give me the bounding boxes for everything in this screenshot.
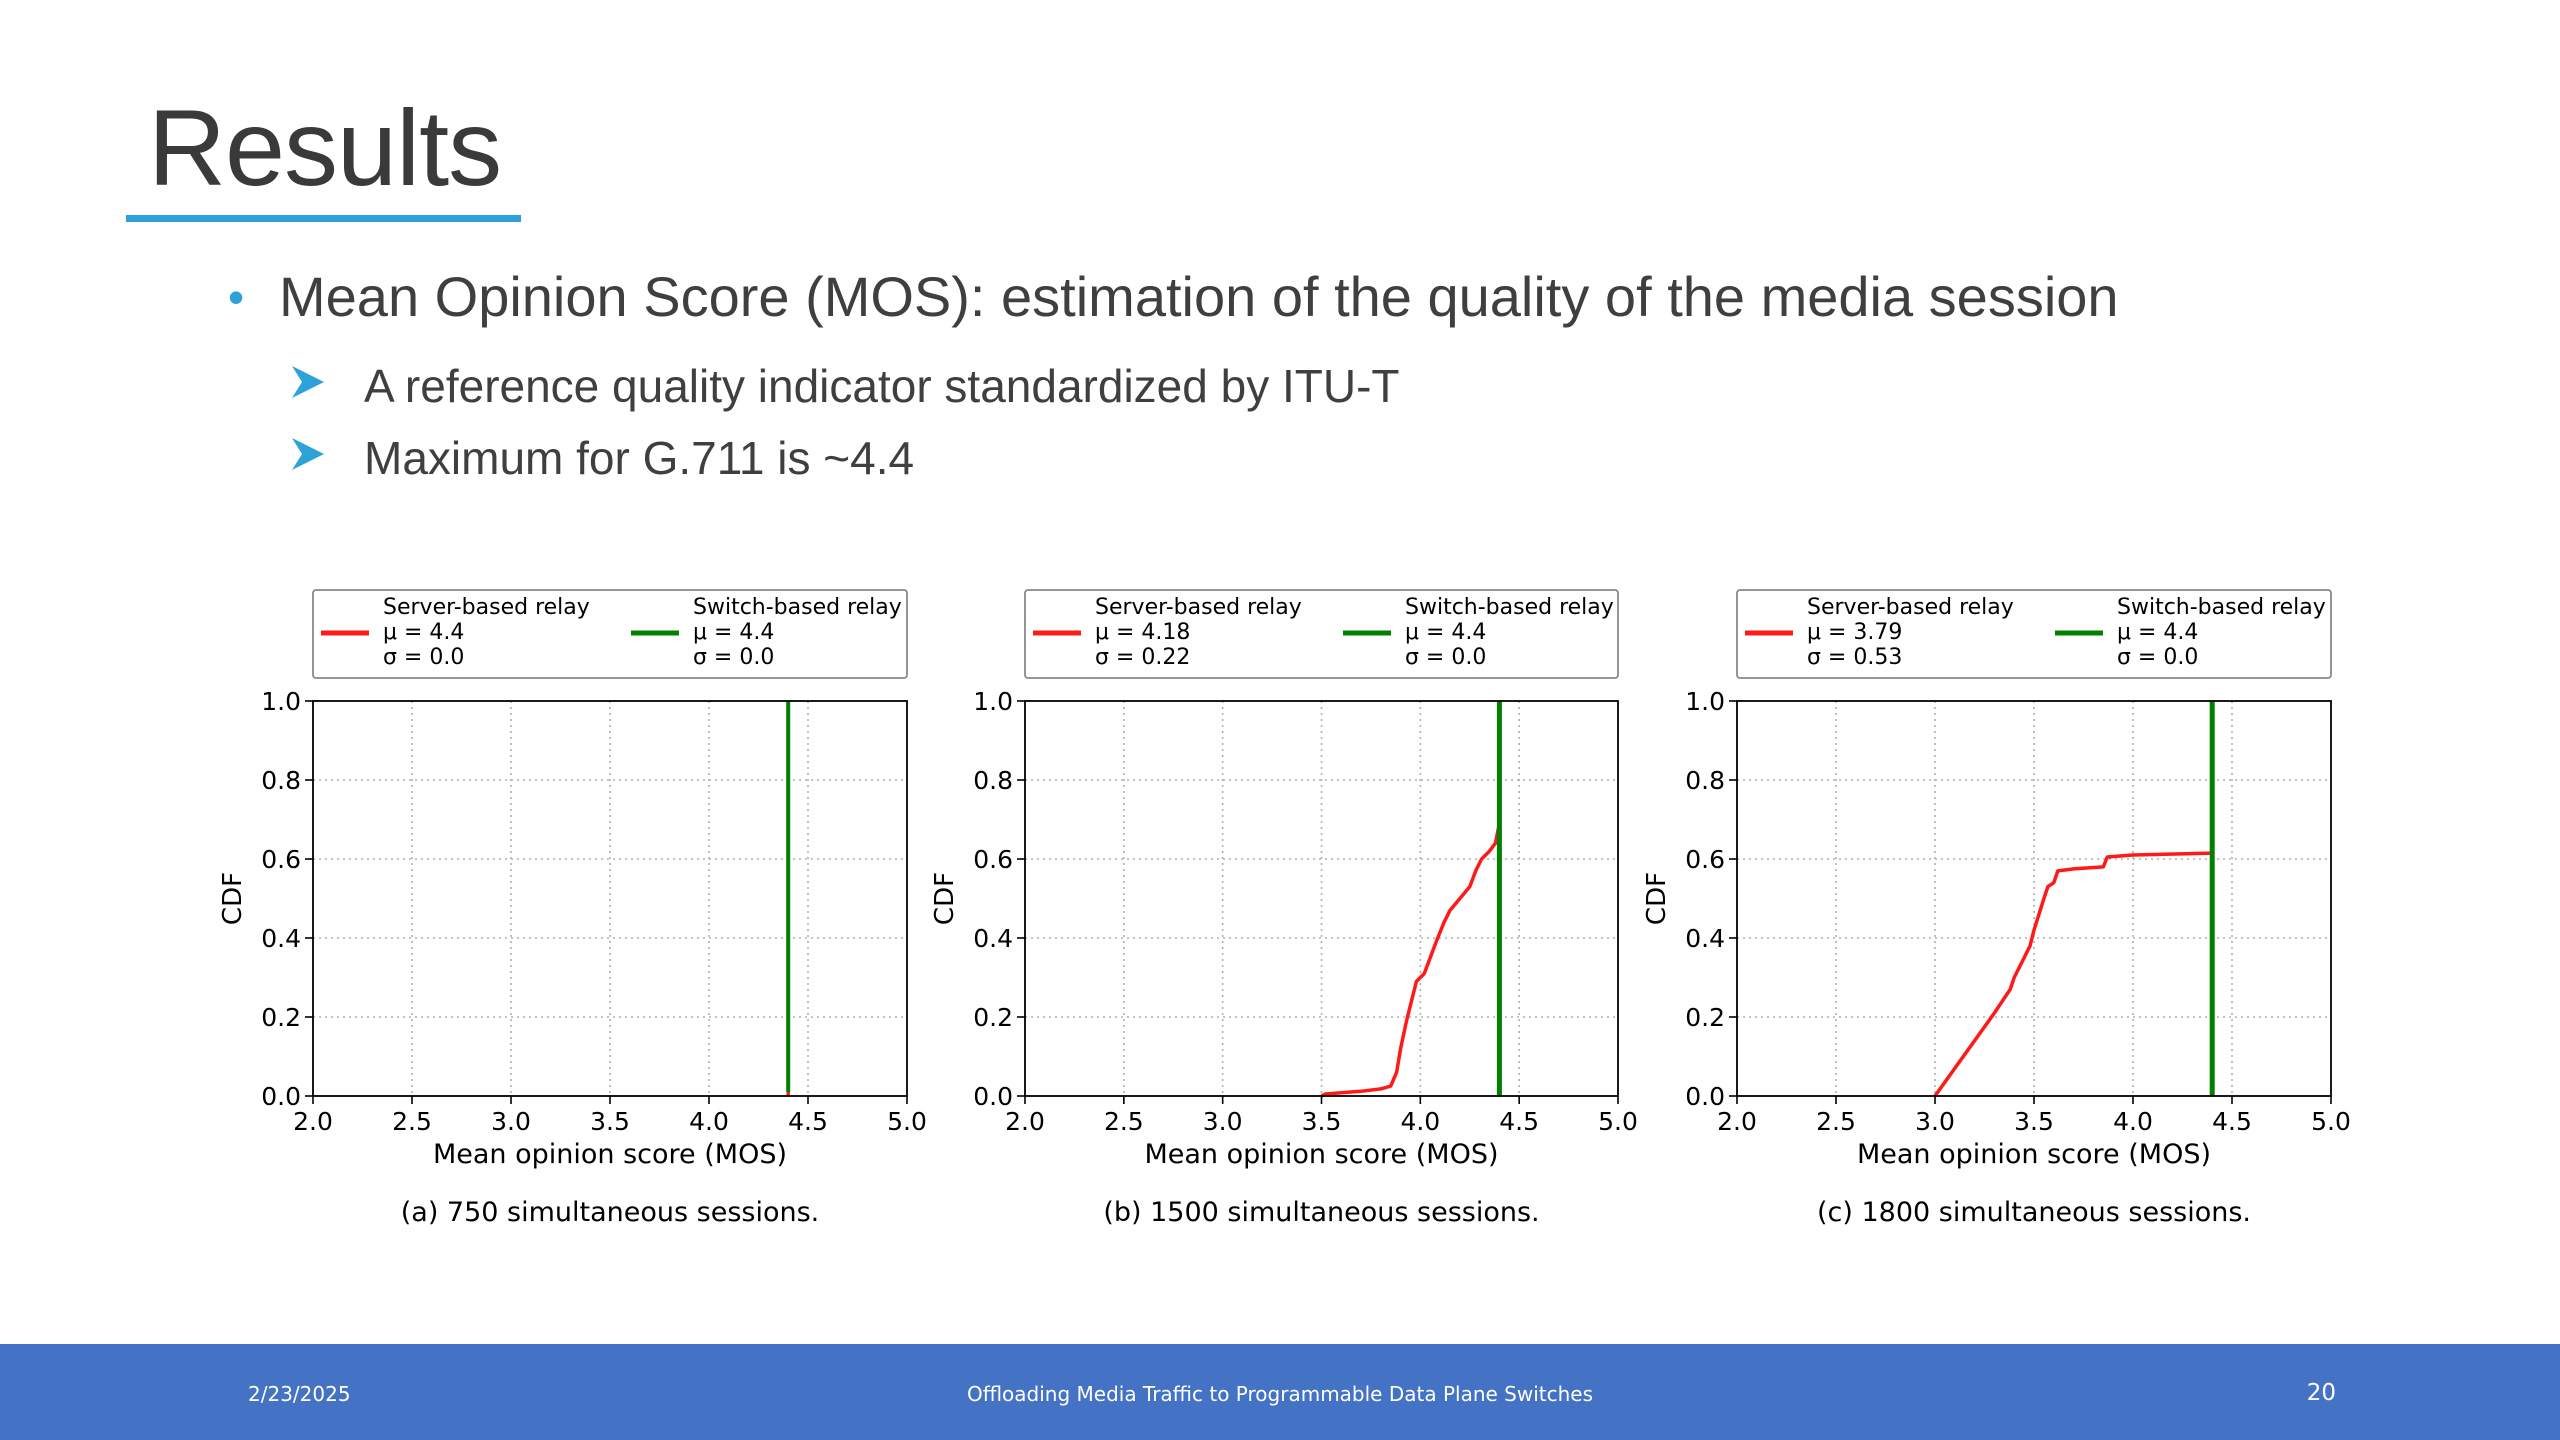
legend-mu: μ = 4.4 [1405,620,1486,645]
y-tick-label: 0.0 [1685,1082,1725,1111]
x-axis-label: Mean opinion score (MOS) [433,1139,787,1170]
sub-bullet-text: A reference quality indicator standardiz… [364,360,1400,412]
legend-series-name: Switch-based relay [1405,595,1614,620]
x-tick-label: 4.5 [788,1107,828,1136]
y-tick-label: 1.0 [261,687,301,716]
legend-sigma: σ = 0.53 [1807,645,1902,670]
arrow-bullet-icon [292,438,324,470]
series-line-server [1933,851,2213,1098]
y-axis-label: CDF [1642,872,1672,925]
y-tick-label: 1.0 [973,687,1013,716]
x-axis-label: Mean opinion score (MOS) [1144,1139,1498,1170]
x-tick-label: 2.0 [1005,1107,1045,1136]
legend-series-name: Switch-based relay [693,595,902,620]
x-tick-label: 5.0 [1598,1107,1638,1136]
legend-series-name: Server-based relay [1095,595,1302,620]
chart-panel-2: 2.0 2.5 3.0 3.5 4.0 4.5 5.0 0.0 0.2 0.4 0.6 0.8 1.0 M… [930,589,1638,1228]
series-line-server [1320,823,1502,1098]
legend-mu: μ = 4.4 [383,620,464,645]
legend-series-name: Server-based relay [383,595,590,620]
legend-mu: μ = 4.4 [693,620,774,645]
x-tick-label: 2.5 [1104,1107,1144,1136]
legend-mu: μ = 4.4 [2117,620,2198,645]
y-tick-label: 0.6 [1685,845,1725,874]
y-axis-label: CDF [218,872,248,925]
y-tick-label: 0.2 [261,1003,301,1032]
y-axis-label: CDF [930,872,960,925]
legend-sigma: σ = 0.0 [1405,645,1486,670]
x-tick-label: 2.0 [293,1107,333,1136]
legend-sigma: σ = 0.22 [1095,645,1190,670]
slide-title: Results [148,87,502,208]
legend-box [1024,589,1619,679]
bullet-dot-icon: • [228,271,245,323]
legend-series-name: Server-based relay [1807,595,2014,620]
y-tick-label: 0.4 [261,924,301,953]
x-tick-label: 3.0 [1203,1107,1243,1136]
chart-panel-1: 2.0 2.5 3.0 3.5 4.0 4.5 5.0 0.0 0.2 0.4 0.6 0.8 1.0 M… [218,589,927,1228]
chart-caption: (a) 750 simultaneous sessions. [401,1197,820,1228]
y-tick-label: 0.8 [973,766,1013,795]
y-tick-label: 0.6 [261,845,301,874]
x-tick-label: 2.5 [392,1107,432,1136]
legend-mu: μ = 4.18 [1095,620,1190,645]
x-tick-label: 5.0 [2311,1107,2351,1136]
chart-caption: (c) 1800 simultaneous sessions. [1817,1197,2251,1228]
y-tick-label: 0.8 [261,766,301,795]
legend-mu: μ = 3.79 [1807,620,1902,645]
footer-title: Offloading Media Traffic to Programmable… [966,1382,1594,1406]
y-tick-label: 0.4 [1685,924,1725,953]
x-tick-label: 4.0 [689,1107,729,1136]
title-underline [126,215,521,222]
legend-box [1736,589,2332,679]
legend-box [312,589,908,679]
main-bullet-text: Mean Opinion Score (MOS): estimation of … [279,265,2119,328]
y-tick-label: 0.6 [973,845,1013,874]
chart-caption: (b) 1500 simultaneous sessions. [1103,1197,1539,1228]
legend-sigma: σ = 0.0 [383,645,464,670]
legend-sigma: σ = 0.0 [2117,645,2198,670]
x-tick-label: 2.0 [1717,1107,1757,1136]
x-tick-label: 3.5 [1302,1107,1342,1136]
y-tick-label: 0.0 [261,1082,301,1111]
arrow-bullet-icon [292,366,324,398]
plot-frame [1736,700,2332,1097]
x-tick-label: 5.0 [887,1107,927,1136]
x-tick-label: 3.0 [491,1107,531,1136]
y-tick-label: 0.2 [1685,1003,1725,1032]
plot-frame [312,700,908,1097]
y-tick-label: 0.0 [973,1082,1013,1111]
footer-bar: 2/23/2025 Offloading Media Traffic to Pr… [0,1344,2560,1440]
x-tick-label: 3.5 [2014,1107,2054,1136]
plot-frame [1024,700,1619,1097]
x-tick-label: 4.0 [2113,1107,2153,1136]
x-tick-label: 4.0 [1400,1107,1440,1136]
x-tick-label: 2.5 [1816,1107,1856,1136]
x-tick-label: 4.5 [1499,1107,1539,1136]
x-tick-label: 3.5 [590,1107,630,1136]
y-tick-label: 0.8 [1685,766,1725,795]
x-axis-label: Mean opinion score (MOS) [1857,1139,2211,1170]
x-tick-label: 3.0 [1915,1107,1955,1136]
chart-panel-3: 2.0 2.5 3.0 3.5 4.0 4.5 5.0 0.0 0.2 0.4 0.6 0.8 1.0 M… [1642,589,2351,1228]
y-tick-label: 1.0 [1685,687,1725,716]
legend-sigma: σ = 0.0 [693,645,774,670]
footer-date: 2/23/2025 [248,1382,351,1406]
sub-bullet-text: Maximum for G.711 is ~4.4 [364,432,915,484]
y-tick-label: 0.2 [973,1003,1013,1032]
x-tick-label: 4.5 [2212,1107,2252,1136]
legend-series-name: Switch-based relay [2117,595,2326,620]
y-tick-label: 0.4 [973,924,1013,953]
page-number: 20 [2306,1380,2336,1406]
